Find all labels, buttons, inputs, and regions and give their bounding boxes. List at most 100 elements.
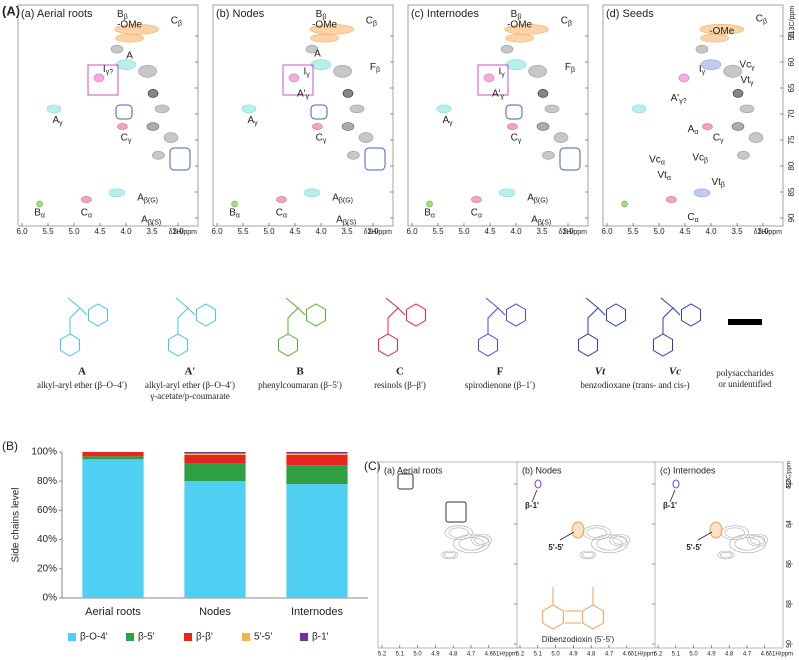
contours bbox=[231, 24, 374, 208]
y-tick-label: 90 bbox=[787, 213, 796, 222]
contour bbox=[542, 150, 555, 160]
peak-label: -OMe bbox=[507, 20, 532, 31]
contour bbox=[498, 188, 516, 198]
structure-caption: phenylcoumaran (β–5′) bbox=[258, 380, 342, 390]
x-tick-label: 3.5 bbox=[536, 227, 548, 236]
ring bbox=[577, 333, 599, 357]
bar-segment bbox=[184, 454, 246, 464]
x-tick-label: 5.0 bbox=[413, 652, 422, 658]
highlight-box bbox=[559, 147, 581, 171]
bar-segment bbox=[82, 456, 144, 460]
peak-label: -OMe bbox=[709, 26, 734, 37]
contour bbox=[310, 59, 332, 70]
contour bbox=[138, 65, 157, 78]
contour bbox=[333, 65, 352, 78]
arrow bbox=[559, 531, 575, 541]
arrow bbox=[531, 489, 538, 503]
subpanel-title: (b) Nodes bbox=[522, 465, 562, 475]
peak-label: Cγ bbox=[713, 132, 724, 145]
peak-label: A'γ bbox=[492, 88, 505, 101]
y-tick-label: 20% bbox=[37, 563, 57, 574]
peak-label: A bbox=[126, 50, 133, 61]
x-tick-label: 5.2 bbox=[378, 652, 387, 658]
legend-label: 5'-5' bbox=[254, 632, 272, 643]
structure-label: F bbox=[497, 366, 504, 378]
contours bbox=[717, 525, 768, 560]
peak-label: β-1' bbox=[663, 501, 677, 510]
x-axis-title: δ1H/ppm bbox=[493, 652, 517, 658]
peak-label: Aβ(S) bbox=[336, 214, 356, 227]
peak-label: Aβ(G) bbox=[137, 192, 158, 205]
bar-segment bbox=[82, 452, 144, 457]
peak-label: Fβ bbox=[565, 62, 575, 75]
contour bbox=[241, 104, 257, 114]
y-tick-label: 0% bbox=[43, 593, 58, 604]
contour bbox=[474, 535, 489, 545]
contour bbox=[443, 551, 456, 559]
x-tick-label: 4.6 bbox=[623, 652, 632, 658]
bar-segment bbox=[184, 463, 246, 482]
bar-segment bbox=[286, 454, 348, 466]
ring bbox=[59, 333, 81, 357]
peak-label: Cβ bbox=[366, 15, 377, 28]
x-tick-label: 5.2 bbox=[654, 652, 663, 658]
contour bbox=[536, 122, 550, 131]
arrow bbox=[669, 489, 676, 503]
subpanel-title: (c) Internodes bbox=[660, 465, 716, 475]
y-tick-label: 80 bbox=[787, 161, 796, 170]
structure-label: C bbox=[396, 366, 404, 378]
structure-label: Vt bbox=[595, 366, 606, 378]
contour bbox=[93, 73, 105, 83]
peak-label: Dibenzodioxin (5'-5') bbox=[542, 635, 615, 644]
y-tick-label: 65 bbox=[787, 83, 796, 92]
contour bbox=[471, 196, 482, 203]
highlight-box bbox=[477, 64, 509, 96]
y-axis-title: δ13C/ppm bbox=[787, 461, 793, 489]
highlight-box bbox=[364, 147, 386, 171]
y-axis-title: δ13C/ppm bbox=[789, 6, 796, 38]
peak-label: Cα bbox=[81, 207, 92, 220]
ring bbox=[167, 333, 189, 357]
contour bbox=[309, 24, 355, 35]
contour bbox=[231, 200, 238, 208]
contour bbox=[147, 89, 159, 98]
ring bbox=[277, 333, 299, 357]
contour bbox=[448, 527, 469, 538]
highlight-box bbox=[310, 104, 328, 120]
peak-label: -OMe bbox=[312, 20, 337, 31]
contour bbox=[709, 521, 723, 539]
peak-label: Aβ(G) bbox=[332, 192, 353, 205]
highlight-box bbox=[115, 104, 133, 120]
contour bbox=[507, 123, 518, 130]
contour bbox=[581, 551, 594, 559]
x-tick-label: 4.9 bbox=[707, 652, 716, 658]
x-tick-label: 4.6 bbox=[761, 652, 770, 658]
y-tick-label: 40% bbox=[37, 534, 57, 545]
x-tick-label: 4.0 bbox=[510, 227, 522, 236]
structure-label: Vc bbox=[669, 366, 681, 378]
peak-label: Vcγ bbox=[739, 59, 755, 72]
peak-label: Cβ bbox=[756, 13, 767, 26]
y-tick-label: 84 bbox=[786, 520, 793, 528]
peak-label: Aγ bbox=[443, 115, 454, 128]
contour bbox=[276, 196, 287, 203]
peak-label: A'γ bbox=[297, 88, 310, 101]
x-tick-label: 5.1 bbox=[396, 652, 405, 658]
x-tick-label: 3.5 bbox=[146, 227, 158, 236]
contour bbox=[500, 44, 514, 54]
y-tick-label: 70 bbox=[787, 109, 796, 118]
structure-caption: alkyl-aryl ether (β–O–4′) bbox=[145, 380, 235, 390]
contour bbox=[441, 550, 459, 560]
bond bbox=[660, 297, 681, 334]
structure-caption: γ-acetate/p-coumarate bbox=[149, 391, 229, 401]
panel-c-frame bbox=[377, 461, 784, 649]
contour bbox=[426, 200, 433, 208]
contour bbox=[586, 527, 607, 538]
panel-label: (C) bbox=[364, 459, 381, 473]
contour bbox=[695, 44, 709, 54]
x-tick-label: 4.5 bbox=[94, 227, 106, 236]
structure-label: A bbox=[78, 366, 86, 378]
contour bbox=[544, 104, 560, 114]
peak-label: Bβ bbox=[316, 8, 327, 21]
